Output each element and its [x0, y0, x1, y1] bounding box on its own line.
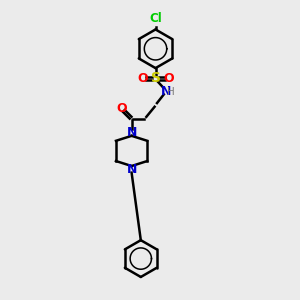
Text: O: O: [137, 72, 148, 85]
Text: O: O: [116, 102, 127, 115]
Text: Cl: Cl: [149, 12, 162, 25]
Text: N: N: [126, 163, 137, 176]
Text: N: N: [160, 85, 171, 98]
Text: N: N: [126, 126, 137, 139]
Text: H: H: [167, 87, 175, 97]
Text: S: S: [151, 71, 160, 85]
Text: O: O: [164, 72, 174, 85]
